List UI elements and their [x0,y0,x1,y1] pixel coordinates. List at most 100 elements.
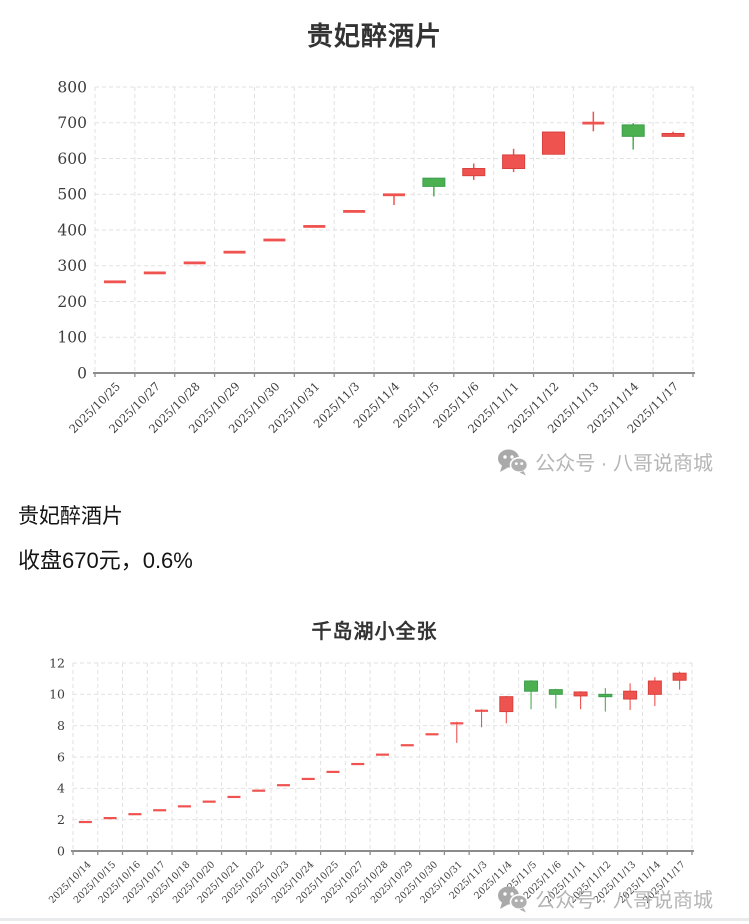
x-axis [71,850,694,855]
candle [103,817,117,820]
candle-body [661,132,685,137]
y-tick-label: 300 [57,257,87,275]
candle-body [623,690,638,700]
y-tick-label: 4 [57,781,65,796]
candle-body [548,689,563,695]
candle [582,111,605,132]
candle [499,695,514,724]
candle-body [541,131,565,155]
candle-body [475,709,489,712]
candle-body [326,770,340,773]
candle-body [351,762,365,766]
candle [400,744,414,747]
candle-body [276,784,290,787]
candle [143,271,166,275]
y-tick-label: 800 [57,78,87,96]
candle [303,225,326,228]
candle-body [450,722,464,725]
candle-body [103,280,126,284]
candle [252,789,266,792]
candle-body [621,124,645,137]
summary-block: 贵妃醉酒片 收盘670元，0.6% [18,500,193,575]
candle-body [183,261,206,265]
watermark-bottom: 公众号 · 八哥说商城 [497,884,713,913]
candle [153,809,167,812]
summary-close-price: 收盘670元，0.6% [18,548,193,573]
candle [475,709,489,728]
candle-body [672,672,687,681]
candle-body [502,154,526,170]
watermark-text: 公众号 · 八哥说商城 [535,890,713,912]
candle [326,770,340,773]
y-tick-label: 2 [57,812,65,827]
candle [128,813,142,816]
candle [183,261,206,265]
y-tick-label: 12 [49,655,65,670]
candles [78,671,687,824]
candle-body [177,805,191,808]
candle [450,721,464,743]
candle [263,238,286,242]
grid-lines [72,662,693,851]
y-tick-label: 100 [57,329,87,347]
candle [383,193,405,205]
candle [541,131,565,155]
candle-body [573,691,588,697]
candle-body [343,210,366,213]
candle-body [263,238,286,242]
candle-body [598,693,613,698]
candle [425,733,439,736]
wechat-icon [498,886,529,912]
y-axis-labels: 0 100 200 300 400 500 600 700 800 [57,78,87,382]
candle-body [524,680,539,692]
candle-body [422,177,446,187]
candle [598,688,613,712]
candle-body [301,777,315,781]
y-tick-label: 8 [57,718,65,733]
candle [376,753,389,756]
candle-body [153,809,167,812]
watermark-text: 公众号 · 八哥说商城 [535,453,713,475]
y-tick-label: 6 [57,749,65,764]
candle [351,762,365,766]
candle-body [499,696,514,713]
x-axis [93,372,695,377]
wechat-icon [498,449,529,475]
watermark-top: 公众号 · 八哥说商城 [497,447,713,476]
candle-body [128,813,142,816]
candle [647,677,662,707]
candle-body [202,800,216,803]
y-axis-labels: 0 2 4 6 8 10 12 [49,655,65,858]
candle [672,671,687,690]
y-tick-label: 0 [57,843,65,858]
candle [202,800,216,803]
candle-body [647,680,662,695]
chart1-title: 贵妃醉酒片 [306,21,442,51]
candle-body [400,744,414,747]
candle [422,177,446,197]
candle [343,210,366,213]
y-tick-label: 0 [77,364,87,382]
candle-body [582,121,605,125]
summary-item-name: 贵妃醉酒片 [18,505,123,528]
candle [301,777,315,781]
candles [103,111,685,284]
candle [462,163,486,180]
candle [177,805,191,808]
candle [573,691,588,710]
x-axis-labels: 2025/10/252025/10/272025/10/282025/10/29… [66,379,681,436]
candle [78,820,92,824]
candle [621,123,645,150]
candle [661,131,685,137]
candle [524,680,539,710]
chart-1: 0 100 200 300 400 500 600 700 800 2025/10/252025/… [57,78,695,436]
candle-body [462,168,486,177]
candle [223,250,246,254]
candle-body [103,817,117,820]
candle-body [223,250,246,254]
candle [276,784,290,787]
y-tick-label: 200 [57,293,87,311]
chart-2: 0246810122025/10/142025/10/152025/10/162… [47,655,694,906]
